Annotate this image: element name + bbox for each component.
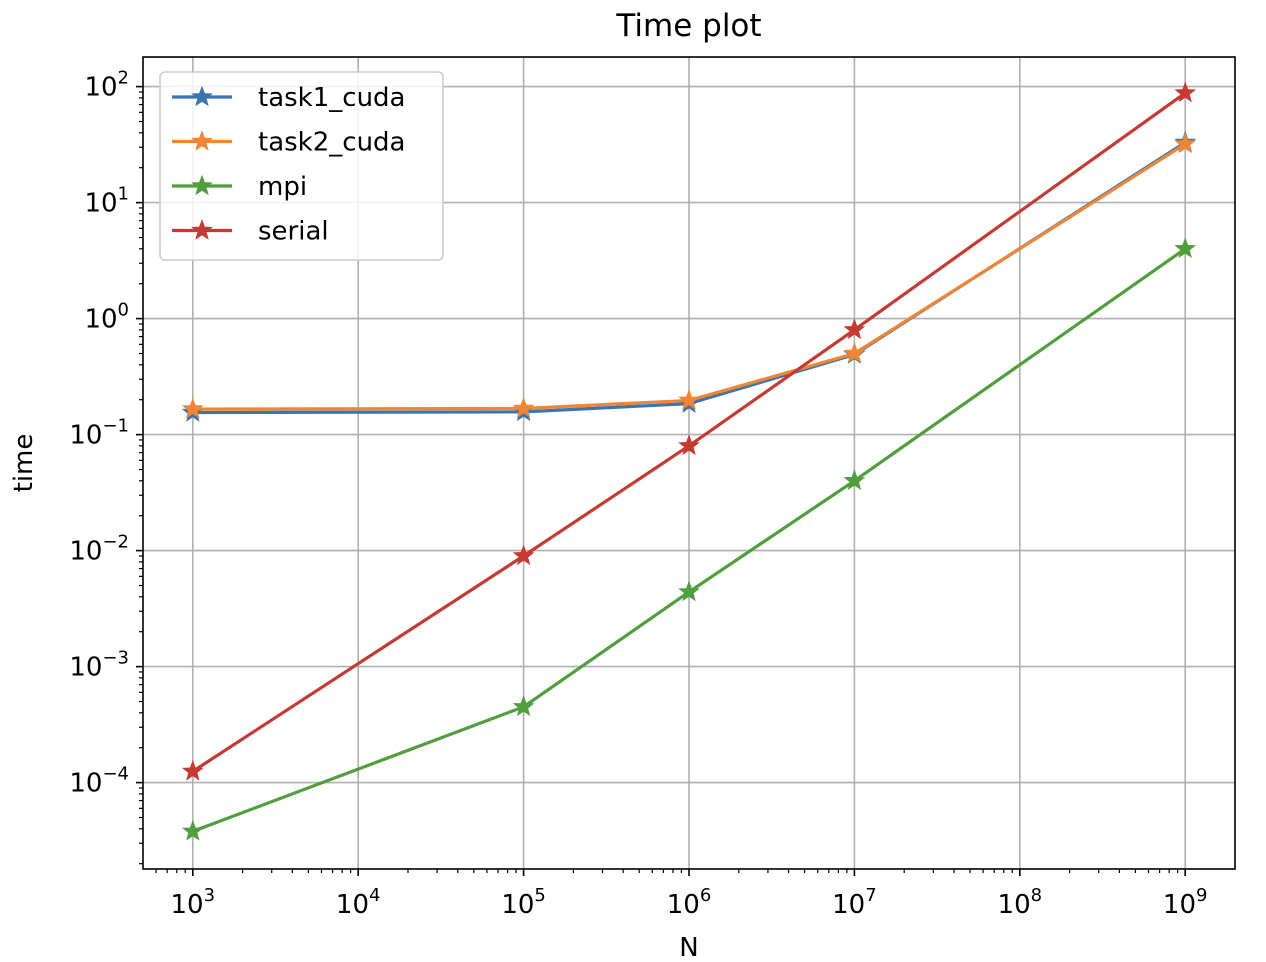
x-axis-label: N [679,933,698,962]
data-point-serial [1174,81,1197,103]
legend-marker-task2_cuda [191,130,213,151]
data-point-mpi [1174,237,1197,259]
y-tick-label: 10−1 [69,416,129,451]
y-tick-label: 10−3 [69,648,129,683]
data-point-mpi [678,580,700,602]
legend-entry-task1_cuda: task1_cuda [172,83,405,113]
data-point-mpi [512,695,535,717]
legend-marker-mpi [191,174,213,196]
legend-label-mpi: mpi [258,172,307,202]
legend-marker-serial [191,219,213,240]
data-point-mpi [843,469,866,491]
x-tick-label: 107 [832,885,877,920]
data-point-task2_cuda [512,397,535,418]
series-task2_cuda [181,132,1197,419]
data-point-serial [843,318,866,340]
y-axis-label: time [9,434,39,493]
series-serial [181,81,1197,781]
legend-entry-task2_cuda: task2_cuda [172,128,405,158]
legend-label-serial: serial [258,217,329,247]
y-tick-label: 102 [84,68,129,103]
data-point-task2_cuda [181,397,204,419]
y-tick-label: 10−4 [69,764,129,799]
data-point-serial [678,434,700,456]
x-tick-label: 106 [667,885,712,920]
series-mpi [181,237,1197,841]
data-point-task2_cuda [1174,132,1197,154]
legend-box [159,71,444,261]
y-tick-label: 100 [84,300,129,335]
data-point-serial [512,544,535,566]
data-point-mpi [181,819,204,841]
data-point-task2_cuda [678,389,700,410]
data-point-task2_cuda [843,342,866,363]
legend-label-task2_cuda: task2_cuda [258,128,405,158]
legend-label-task1_cuda: task1_cuda [258,83,405,113]
legend-marker-task1_cuda [191,85,213,107]
data-point-serial [181,759,204,781]
x-tick-label: 104 [336,885,381,920]
x-tick-label: 105 [501,885,546,920]
ticks: 103 104 105 106 107 108 109 10−4 10−3 10−2 10−1 100… [69,68,1207,920]
legend-entry-serial: serial [172,217,329,247]
chart-title: Time plot [615,8,761,44]
series-layer [181,81,1197,841]
y-tick-label: 101 [84,184,129,219]
x-tick-label: 108 [998,885,1043,920]
legend-entry-mpi: mpi [172,172,307,202]
y-tick-label: 10−2 [69,532,129,567]
x-tick-label: 103 [171,885,216,920]
x-tick-label: 109 [1163,885,1208,920]
